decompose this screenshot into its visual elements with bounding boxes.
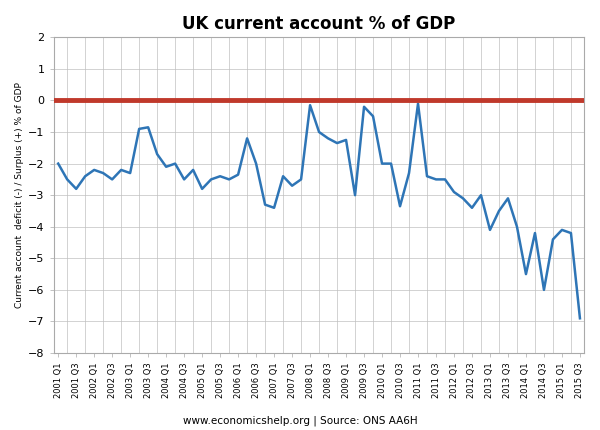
Title: UK current account % of GDP: UK current account % of GDP bbox=[182, 15, 455, 33]
Y-axis label: Current account  deficit (-) / Surplus (+) % of GDP: Current account deficit (-) / Surplus (+… bbox=[15, 82, 24, 308]
Text: www.economicshelp.org | Source: ONS AA6H: www.economicshelp.org | Source: ONS AA6H bbox=[182, 415, 418, 426]
